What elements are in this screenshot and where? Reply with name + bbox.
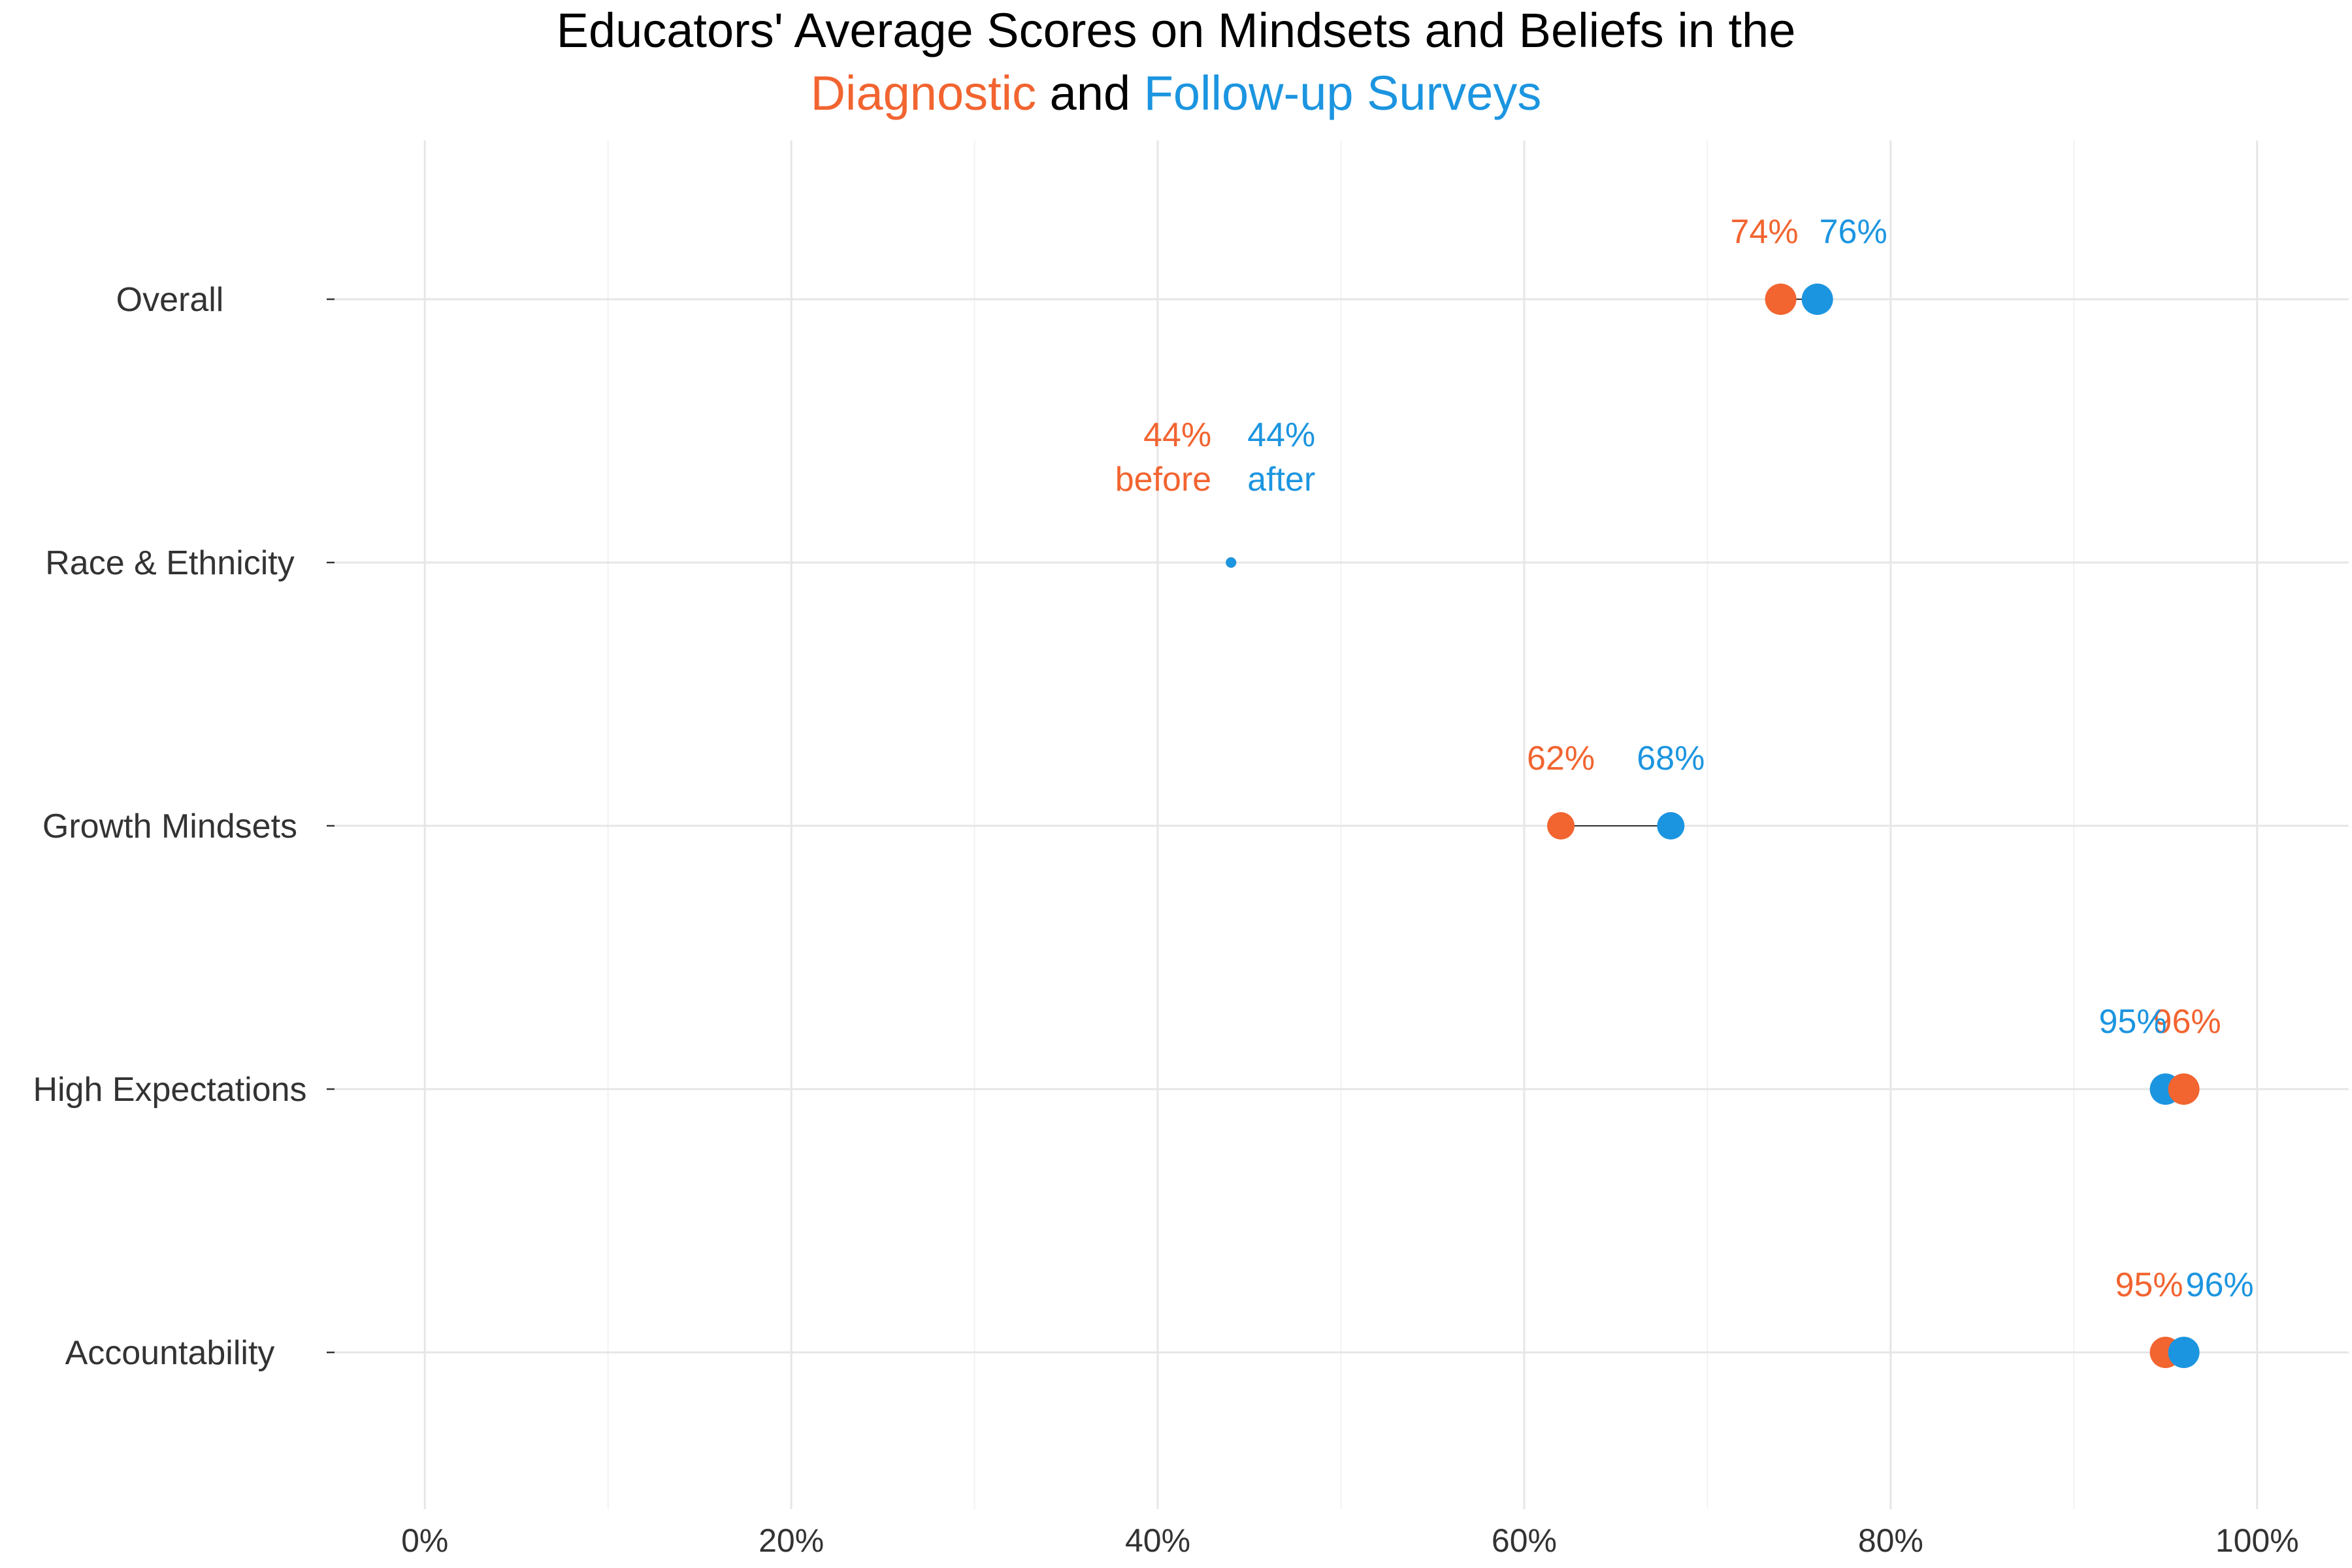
title-followup-words: Follow-up Surveys (1144, 66, 1542, 120)
diagnostic-value-label: 96% (2153, 1003, 2221, 1041)
followup-sub-label: after (1247, 461, 1315, 498)
chart-title-line2: Diagnostic and Follow-up Surveys (811, 66, 1542, 120)
title-diagnostic-word: Diagnostic (811, 66, 1037, 120)
followup-point (1226, 557, 1237, 568)
category-label: Growth Mindsets (42, 808, 297, 845)
followup-point (1657, 812, 1685, 840)
followup-value-label: 44% (1247, 416, 1315, 454)
followup-value-label: 76% (1820, 213, 1887, 251)
followup-value-label: 68% (1637, 740, 1705, 777)
y-axis-labels: Overall Race & Ethnicity Growth Mindsets Hi… (33, 281, 306, 1372)
chart-title-line1: Educators' Average Scores on Mindsets an… (557, 3, 1796, 57)
followup-point (1801, 284, 1833, 315)
category-label: Overall (116, 281, 224, 319)
diagnostic-point (1547, 812, 1575, 840)
category-label: Race & Ethnicity (45, 544, 295, 582)
category-gridlines (327, 298, 2349, 1354)
category-label: High Expectations (33, 1071, 306, 1109)
diagnostic-value-label: 62% (1527, 740, 1595, 777)
diagnostic-point (1765, 284, 1797, 315)
diagnostic-value-label: 74% (1731, 213, 1799, 251)
category-label: Accountability (65, 1334, 275, 1372)
title-and-word: and (1036, 66, 1144, 120)
data-points (1226, 284, 2200, 1368)
diagnostic-value-label: 44% (1143, 416, 1211, 454)
x-tick-label: 0% (401, 1522, 448, 1559)
diagnostic-point (2168, 1073, 2200, 1105)
followup-value-label: 96% (2186, 1266, 2254, 1304)
x-tick-label: 60% (1492, 1522, 1557, 1559)
x-axis-tick-labels: 0% 20% 40% 60% 80% 100% (401, 1522, 2299, 1559)
followup-point (2168, 1337, 2200, 1368)
x-tick-label: 100% (2215, 1522, 2299, 1559)
x-tick-label: 80% (1858, 1522, 1923, 1559)
followup-value-label: 95% (2099, 1003, 2167, 1041)
diagnostic-value-label: 95% (2115, 1266, 2183, 1304)
diagnostic-sub-label: before (1115, 461, 1211, 498)
x-tick-label: 40% (1125, 1522, 1190, 1559)
x-tick-label: 20% (759, 1522, 824, 1559)
